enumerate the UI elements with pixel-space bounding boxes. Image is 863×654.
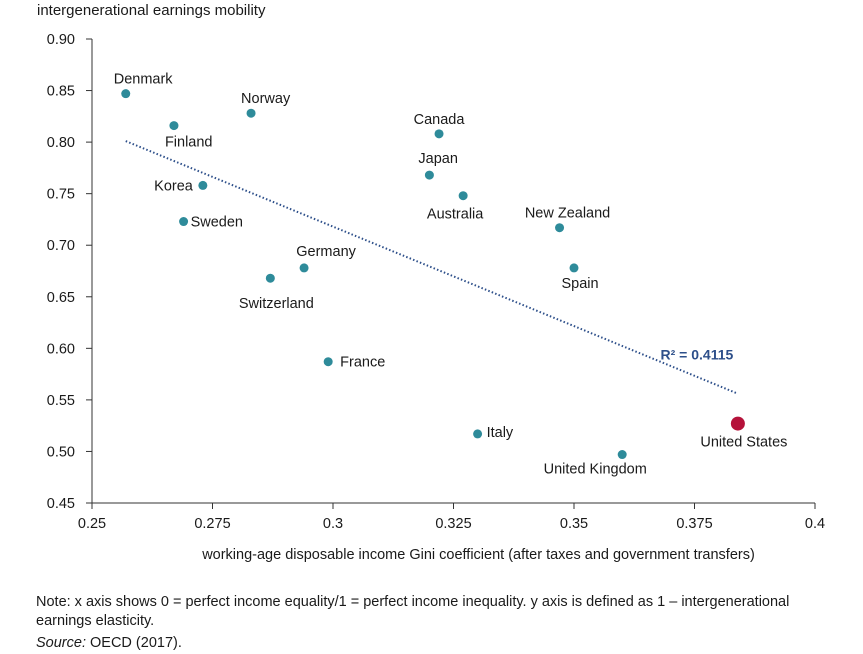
data-point [299,263,309,273]
source-label: Source: [36,635,86,651]
point-label: Sweden [191,215,243,231]
x-tick-label: 0.4 [805,516,825,532]
r-squared-annotation: R² = 0.4115 [661,347,734,363]
y-tick-label: 0.65 [47,290,75,306]
x-tick-label: 0.25 [78,516,106,532]
point-label: Australia [427,207,484,223]
point-label: United Kingdom [544,462,647,478]
data-point [424,170,434,180]
data-point [569,263,579,273]
y-tick-label: 0.90 [47,32,75,48]
point-label: Norway [241,91,291,107]
trend-line [125,140,739,395]
x-tick-label: 0.35 [560,516,588,532]
x-tick-label: 0.275 [194,516,230,532]
data-point [730,416,745,431]
chart-note: Note: x axis shows 0 = perfect income eq… [36,594,790,629]
x-tick-label: 0.3 [323,516,343,532]
point-label: Spain [561,276,598,292]
point-label: Canada [414,112,466,128]
data-point [434,129,444,139]
point-label: New Zealand [525,206,610,222]
x-tick-label: 0.375 [676,516,712,532]
point-label: Finland [165,135,213,151]
data-point [473,429,483,439]
data-point [246,108,256,118]
point-label: Denmark [114,72,174,88]
point-label: Japan [418,151,458,167]
y-tick-label: 0.75 [47,187,75,203]
point-label: Germany [296,244,356,260]
y-tick-label: 0.60 [47,341,75,357]
data-point [617,450,627,460]
point-label: Switzerland [239,296,314,312]
source-text: OECD (2017). [85,635,182,651]
y-tick-label: 0.70 [47,238,75,254]
data-point [323,357,333,367]
point-label: Korea [154,178,194,194]
data-point [169,121,179,131]
y-tick-label: 0.85 [47,84,75,100]
data-point [555,223,565,233]
y-axis-title: intergenerational earnings mobility [37,2,266,19]
data-point [265,273,275,283]
scatter-chart: 0.45 0.50 0.55 0.60 0.65 0.70 0.75 0.80 0.85 0.90… [47,32,825,563]
data-point [458,191,468,201]
x-axis-title: working-age disposable income Gini coeff… [201,547,755,563]
point-label: United States [700,435,787,451]
chart-source: Source: OECD (2017). [36,635,182,651]
data-point [179,217,189,227]
y-tick-label: 0.55 [47,393,75,409]
point-label: Italy [487,425,514,441]
data-point [121,89,131,99]
data-point [198,180,208,190]
point-label: France [340,355,385,371]
y-tick-label: 0.50 [47,444,75,460]
y-tick-label: 0.45 [47,496,75,512]
x-tick-label: 0.325 [435,516,471,532]
y-tick-label: 0.80 [47,135,75,151]
